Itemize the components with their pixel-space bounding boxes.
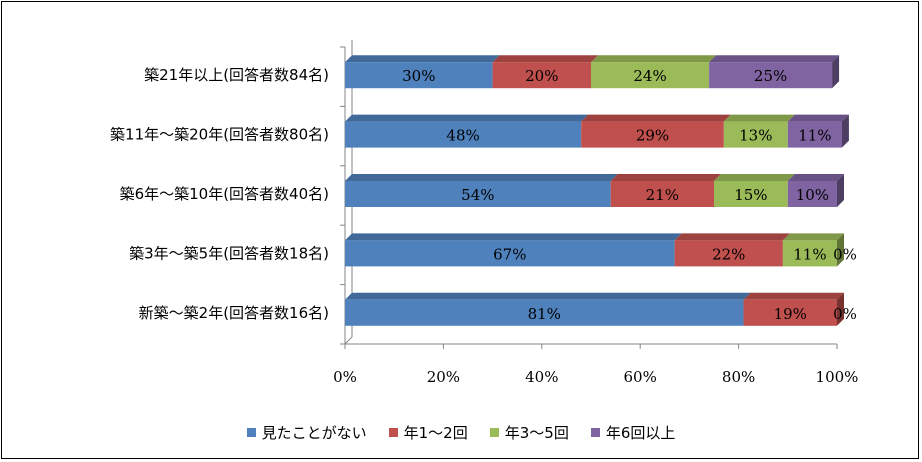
bar-top-face xyxy=(787,114,849,122)
legend-swatch xyxy=(246,427,256,437)
data-label: 48% xyxy=(446,127,479,145)
bar-segment xyxy=(345,181,611,207)
data-label: 19% xyxy=(774,305,807,323)
x-tick-label: 60% xyxy=(624,368,657,386)
data-label: 10% xyxy=(796,186,829,204)
bar-segment xyxy=(345,240,675,267)
legend-item: 年3～5回 xyxy=(489,422,569,443)
data-label: 54% xyxy=(461,186,494,204)
bar-segment xyxy=(345,121,582,148)
x-tick-label: 100% xyxy=(816,368,859,386)
bar-segment xyxy=(743,299,837,326)
legend-swatch xyxy=(388,427,398,437)
bar-top-face xyxy=(492,55,598,63)
x-tick-label: 40% xyxy=(525,368,558,386)
bar-segment xyxy=(709,62,833,89)
data-label: 24% xyxy=(633,67,666,85)
bar-segment xyxy=(345,62,493,89)
bar-top-face xyxy=(345,55,500,63)
bar-end-face xyxy=(837,292,844,326)
bar-segment xyxy=(787,121,842,148)
bar-top-face xyxy=(345,174,618,181)
x-tick-label: 80% xyxy=(722,368,755,386)
data-label: 15% xyxy=(734,186,767,204)
bar-end-face xyxy=(832,55,840,89)
bar-end-face xyxy=(837,174,844,207)
bar-top-face xyxy=(610,174,721,181)
data-label: 81% xyxy=(528,305,561,323)
category-label: 築3年～築5年(回答者数18名) xyxy=(129,244,329,262)
bar-top-face xyxy=(782,233,844,241)
bar-segment xyxy=(674,240,783,267)
data-label: 22% xyxy=(712,245,745,263)
bar-top-face xyxy=(591,55,717,63)
bar-segment xyxy=(782,240,837,267)
data-label: 0% xyxy=(833,305,857,323)
legend-label: 年6回以上 xyxy=(605,423,676,442)
bar-segment xyxy=(492,62,591,89)
bar-segment xyxy=(345,299,744,326)
axis-corner xyxy=(344,336,353,345)
bar-segment xyxy=(581,121,724,148)
bar-top-face xyxy=(714,174,795,181)
legend: 見たことがない 年1～2回 年3～5回 年6回以上 xyxy=(0,420,922,444)
bar-top-face xyxy=(674,233,790,241)
data-label: 29% xyxy=(636,127,669,145)
legend-item: 年1～2回 xyxy=(388,422,468,443)
data-label: 11% xyxy=(793,245,826,263)
legend-item: 年6回以上 xyxy=(590,422,676,443)
data-label: 30% xyxy=(402,67,435,85)
data-label: 13% xyxy=(739,127,772,145)
x-tick-label: 20% xyxy=(427,368,460,386)
data-label: 21% xyxy=(646,186,679,204)
bar-top-face xyxy=(723,114,795,122)
x-tick-label: 0% xyxy=(333,368,357,386)
bar-segment xyxy=(787,181,837,207)
data-label: 11% xyxy=(798,127,831,145)
bar-segment xyxy=(610,181,714,207)
category-label: 築11年～築20年(回答者数80名) xyxy=(110,126,329,144)
legend-label: 見たことがない xyxy=(261,423,367,442)
bar-end-face xyxy=(837,233,844,267)
bar-segment xyxy=(723,121,788,148)
data-label: 20% xyxy=(525,67,558,85)
stacked-bar-chart: 0% 20% 40% 60% 80% 100% 築21年以上(回答者数84名) 30% 20% 2… xyxy=(110,40,859,386)
bar-top-face xyxy=(345,292,751,300)
bar-top-face xyxy=(345,114,589,122)
category-label: 築21年以上(回答者数84名) xyxy=(144,66,329,84)
bar-segment xyxy=(591,62,710,89)
data-label: 0% xyxy=(833,245,857,263)
legend-item: 見たことがない xyxy=(246,422,367,443)
bar-end-face xyxy=(841,114,849,148)
bar-top-face xyxy=(709,55,840,63)
legend-label: 年3～5回 xyxy=(504,423,569,442)
data-label: 67% xyxy=(493,245,526,263)
legend-swatch xyxy=(489,427,499,437)
bar-top-face xyxy=(743,292,844,300)
data-label: 25% xyxy=(754,67,787,85)
bar-top-face xyxy=(345,233,682,241)
bar-top-face xyxy=(581,114,731,122)
bar-top-face xyxy=(787,174,844,181)
legend-label: 年1～2回 xyxy=(403,423,468,442)
category-label: 新築～築2年(回答者数16名) xyxy=(139,304,329,322)
bar-segment xyxy=(714,181,788,207)
category-label: 築6年～築10年(回答者数40名) xyxy=(120,185,329,203)
legend-swatch xyxy=(590,427,600,437)
